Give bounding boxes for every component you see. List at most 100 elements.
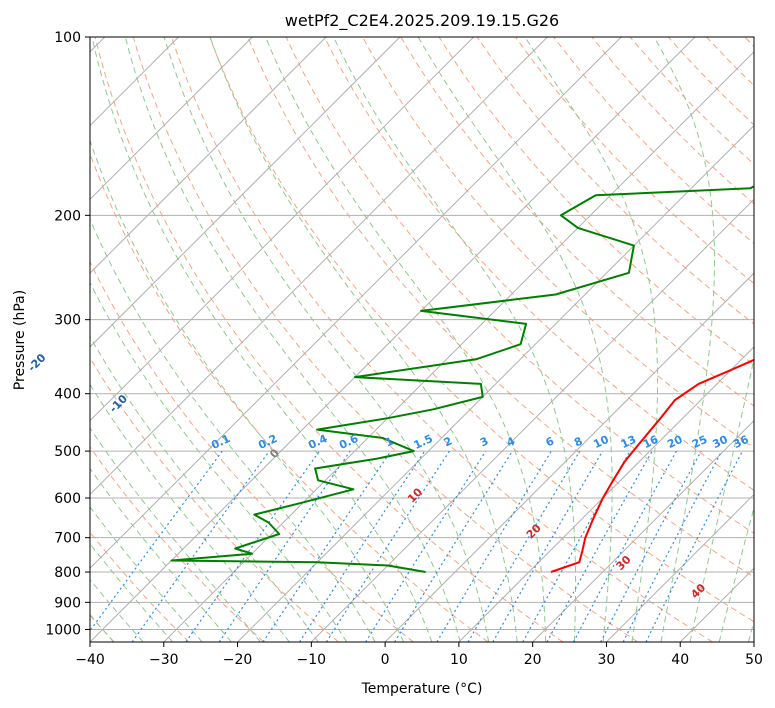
mixing-ratio-line xyxy=(365,450,487,642)
x-tick-label: −30 xyxy=(149,652,179,668)
dry-adiabat xyxy=(247,37,754,578)
mixing-ratio-label: 13 xyxy=(619,433,638,451)
moist-adiabat xyxy=(524,37,659,642)
sounding-profiles xyxy=(170,185,754,573)
x-axis-label: Temperature (°C) xyxy=(361,681,483,697)
isotherm-gridline xyxy=(90,37,622,569)
mixing-ratio-line xyxy=(325,450,450,642)
chart-title: wetPf2_C2E4.2025.209.19.15.G26 xyxy=(285,11,559,31)
moist-adiabat xyxy=(91,37,433,642)
mixing-ratio-line xyxy=(572,450,677,642)
mixing-ratio-line xyxy=(600,450,702,642)
moist-adiabat xyxy=(163,37,490,642)
moist-adiabat xyxy=(209,37,518,642)
axis-ticks: −40 −30 −20 −10 0 10 20 30 40 50 100 200 300 400 500 60… xyxy=(45,30,763,668)
mixing-ratio-label: 30 xyxy=(711,433,731,451)
isotherm-gridline xyxy=(606,493,754,642)
mixing-ratio-line xyxy=(546,450,653,642)
moist-adiabat xyxy=(90,335,319,642)
temperature-line xyxy=(550,358,754,573)
y-tick-label: 500 xyxy=(54,444,81,460)
mixing-ratio-label: 16 xyxy=(641,433,661,451)
isotherm-gridline xyxy=(163,51,754,642)
dry-adiabat xyxy=(171,37,713,642)
isotherm-gridline xyxy=(310,198,754,642)
dry-adiabat xyxy=(553,37,754,245)
x-tick-label: −10 xyxy=(297,652,327,668)
isotherm-gridline xyxy=(90,37,327,274)
mixing-ratio-line xyxy=(131,450,270,642)
mixing-ratio-line xyxy=(299,450,426,642)
mixing-ratio-line xyxy=(90,450,223,632)
moist-adiabat xyxy=(333,37,577,642)
moist-adiabat xyxy=(90,281,348,642)
moist-adiabat xyxy=(90,506,203,642)
moist-adiabat xyxy=(90,218,376,642)
y-tick-label: 1000 xyxy=(45,622,81,638)
isotherm-gridline xyxy=(90,37,548,496)
dry-adiabat xyxy=(94,37,564,642)
y-tick-label: 700 xyxy=(54,531,81,547)
moist-adiabat xyxy=(718,505,754,642)
mixing-ratio-line xyxy=(622,450,723,642)
x-tick-label: 20 xyxy=(524,652,542,668)
y-tick-label: 400 xyxy=(54,387,81,403)
dry-adiabat xyxy=(438,37,754,366)
moist-adiabat xyxy=(417,37,613,642)
moist-adiabat xyxy=(90,542,174,642)
dewpoint-line xyxy=(170,185,754,573)
x-tick-label: 10 xyxy=(450,652,468,668)
dry-adiabat xyxy=(209,37,754,623)
moist-adiabat xyxy=(124,37,461,642)
y-axis-label: Pressure (hPa) xyxy=(12,290,28,390)
isotherm-gridline xyxy=(90,37,253,201)
mixing-ratio-line xyxy=(185,450,320,642)
background-lines xyxy=(90,37,754,642)
moist-adiabat xyxy=(653,37,715,642)
moist-adiabat xyxy=(90,427,261,642)
mixing-ratio-line xyxy=(645,450,744,642)
mixing-ratio-line xyxy=(436,450,552,642)
dry-adiabat xyxy=(285,37,754,534)
y-tick-label: 600 xyxy=(54,491,81,507)
moist-adiabat xyxy=(90,139,405,642)
mixing-ratio-label: 36 xyxy=(731,433,751,451)
isotherm-gridline xyxy=(237,124,754,642)
isotherm-gridline xyxy=(90,37,475,422)
mixing-ratio-label: 10 xyxy=(591,433,611,451)
isotherm-gridline xyxy=(90,37,401,348)
x-tick-label: −40 xyxy=(75,652,105,668)
dry-adiabat xyxy=(90,446,265,642)
moist-adiabat xyxy=(90,467,232,642)
mixing-ratio-label: 20 xyxy=(665,433,685,451)
mixing-ratio-label: 25 xyxy=(690,433,709,451)
mixing-ratio-line xyxy=(522,450,631,642)
isotherm-gridline xyxy=(532,419,754,642)
x-tick-label: 50 xyxy=(745,652,763,668)
moist-adiabat xyxy=(265,37,547,642)
isotherm-gridline xyxy=(90,37,696,642)
dry-adiabat xyxy=(362,37,754,449)
mixing-ratio-line xyxy=(492,450,604,642)
y-tick-label: 800 xyxy=(54,565,81,581)
dry-adiabat xyxy=(400,37,754,407)
y-tick-label: 900 xyxy=(54,595,81,611)
moist-adiabat xyxy=(90,383,290,642)
dry-adiabat xyxy=(90,260,414,642)
dry-adiabat xyxy=(90,152,489,642)
mixing-ratio-line xyxy=(467,450,581,642)
plot-frame xyxy=(89,36,755,643)
moist-adiabat xyxy=(689,356,754,642)
x-tick-label: −20 xyxy=(223,652,253,668)
dry-adiabat xyxy=(132,37,639,642)
isotherm-gridline xyxy=(384,272,754,642)
isotherm-gridline xyxy=(458,346,754,642)
mixing-ratio-line xyxy=(394,450,513,642)
y-tick-label: 200 xyxy=(54,208,81,224)
moist-adiabat xyxy=(90,578,144,642)
x-tick-label: 40 xyxy=(671,652,689,668)
x-tick-label: 0 xyxy=(381,652,390,668)
y-tick-label: 100 xyxy=(54,30,81,46)
